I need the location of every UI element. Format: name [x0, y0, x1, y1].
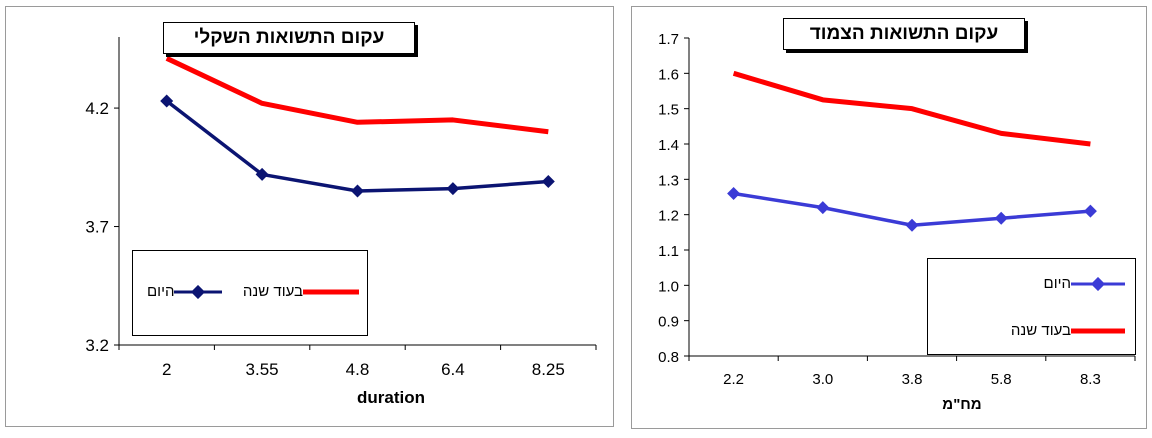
- indexed-y-tick-label: 1.5: [658, 102, 679, 119]
- chart-title-indexed-text: עקום התשואות הצמוד: [809, 23, 999, 44]
- legend-indexed: היום בעוד שנה: [927, 258, 1136, 355]
- indexed-y-tick-label: 1.0: [658, 278, 679, 295]
- indexed-y-tick-label: 1.2: [658, 208, 679, 225]
- chart-title-indexed: עקום התשואות הצמוד: [783, 18, 1025, 50]
- chart-panel-shekel: 4.2 3.7 3.2 2 3.55 4.8 6.4 8.25 עקום התשואות הש…: [5, 6, 614, 427]
- legend-item-year-indexed: בעוד שנה: [1007, 322, 1125, 339]
- legend-label-year-indexed: בעוד שנה: [1010, 322, 1071, 339]
- indexed-y-tick-label: 1.6: [658, 66, 679, 83]
- shekel-data-point-today: [160, 94, 174, 108]
- shekel-series-line-year: [165, 56, 549, 135]
- shekel-x-tick-label: 2: [162, 360, 171, 379]
- indexed-data-point-today: [727, 186, 741, 200]
- shekel-y-tick-label: 3.7: [85, 218, 109, 237]
- x-axis-title-indexed: מח"מ: [922, 396, 1002, 413]
- chart-title-shekel-text: עקום התשואות השקלי: [193, 27, 385, 48]
- indexed-x-tick-label: 3.8: [902, 371, 923, 388]
- chart-title-shekel: עקום התשואות השקלי: [163, 22, 415, 54]
- indexed-y-tick-label: 0.8: [658, 349, 679, 366]
- legend-shekel: בעוד שנה היום: [132, 250, 368, 336]
- x-axis-title-indexed-text: מח"מ: [942, 396, 982, 413]
- legend-item-today-indexed: היום: [1040, 275, 1125, 292]
- shekel-y-tick-label: 3.2: [85, 336, 109, 355]
- x-axis-title-shekel-text: duration: [357, 388, 425, 407]
- shekel-y-tick-label: 4.2: [85, 99, 109, 118]
- indexed-data-point-today: [994, 211, 1008, 225]
- indexed-y-tick-label: 1.3: [658, 172, 679, 189]
- chart-panel-indexed: 1.7 1.6 1.5 1.4 1.3 1.2 1.1 1.0 0.9 0.8 2.2 3.0 3.8 5…: [631, 6, 1147, 429]
- indexed-data-point-today: [816, 201, 830, 215]
- indexed-series-line-year: [732, 70, 1091, 147]
- legend-line-year-indexed: [1071, 328, 1125, 333]
- indexed-y-tick-label: 1.1: [658, 243, 679, 260]
- shekel-data-point-today: [255, 167, 269, 181]
- chart-plot-indexed: 1.7 1.6 1.5 1.4 1.3 1.2 1.1 1.0 0.9 0.8 2.2 3.0 3.8 5…: [658, 31, 1136, 388]
- shekel-data-point-today: [351, 184, 364, 198]
- legend-item-year: בעוד שנה: [239, 283, 359, 300]
- indexed-y-tick-label: 0.9: [658, 314, 679, 331]
- shekel-data-point-today: [446, 182, 460, 196]
- shekel-data-point-today: [541, 175, 555, 189]
- legend-item-today: היום: [143, 283, 223, 300]
- shekel-x-tick-label: 8.25: [532, 360, 565, 379]
- x-axis-title-shekel: duration: [306, 388, 476, 408]
- indexed-data-point-today: [905, 218, 919, 232]
- indexed-x-tick-label: 5.8: [991, 371, 1012, 388]
- shekel-x-tick-label: 4.8: [346, 360, 370, 379]
- legend-line-year: [303, 289, 359, 294]
- legend-label-year: בעוד שנה: [242, 283, 303, 300]
- indexed-x-tick-label: 3.0: [812, 371, 833, 388]
- legend-label-today-indexed: היום: [1043, 275, 1071, 292]
- indexed-x-tick-label: 8.3: [1080, 371, 1101, 388]
- legend-line-today: [174, 284, 223, 299]
- shekel-series-line-today: [165, 99, 549, 193]
- indexed-y-tick-label: 1.4: [658, 137, 679, 154]
- legend-label-today: היום: [147, 283, 175, 300]
- shekel-x-tick-label: 6.4: [441, 360, 465, 379]
- indexed-y-tick-label: 1.7: [658, 31, 679, 48]
- indexed-data-point-today: [1083, 204, 1097, 218]
- indexed-x-tick-label: 2.2: [723, 371, 744, 388]
- legend-line-today-indexed: [1071, 276, 1125, 291]
- chart-plot-shekel: 4.2 3.7 3.2 2 3.55 4.8 6.4 8.25: [85, 37, 597, 379]
- shekel-x-tick-label: 3.55: [246, 360, 279, 379]
